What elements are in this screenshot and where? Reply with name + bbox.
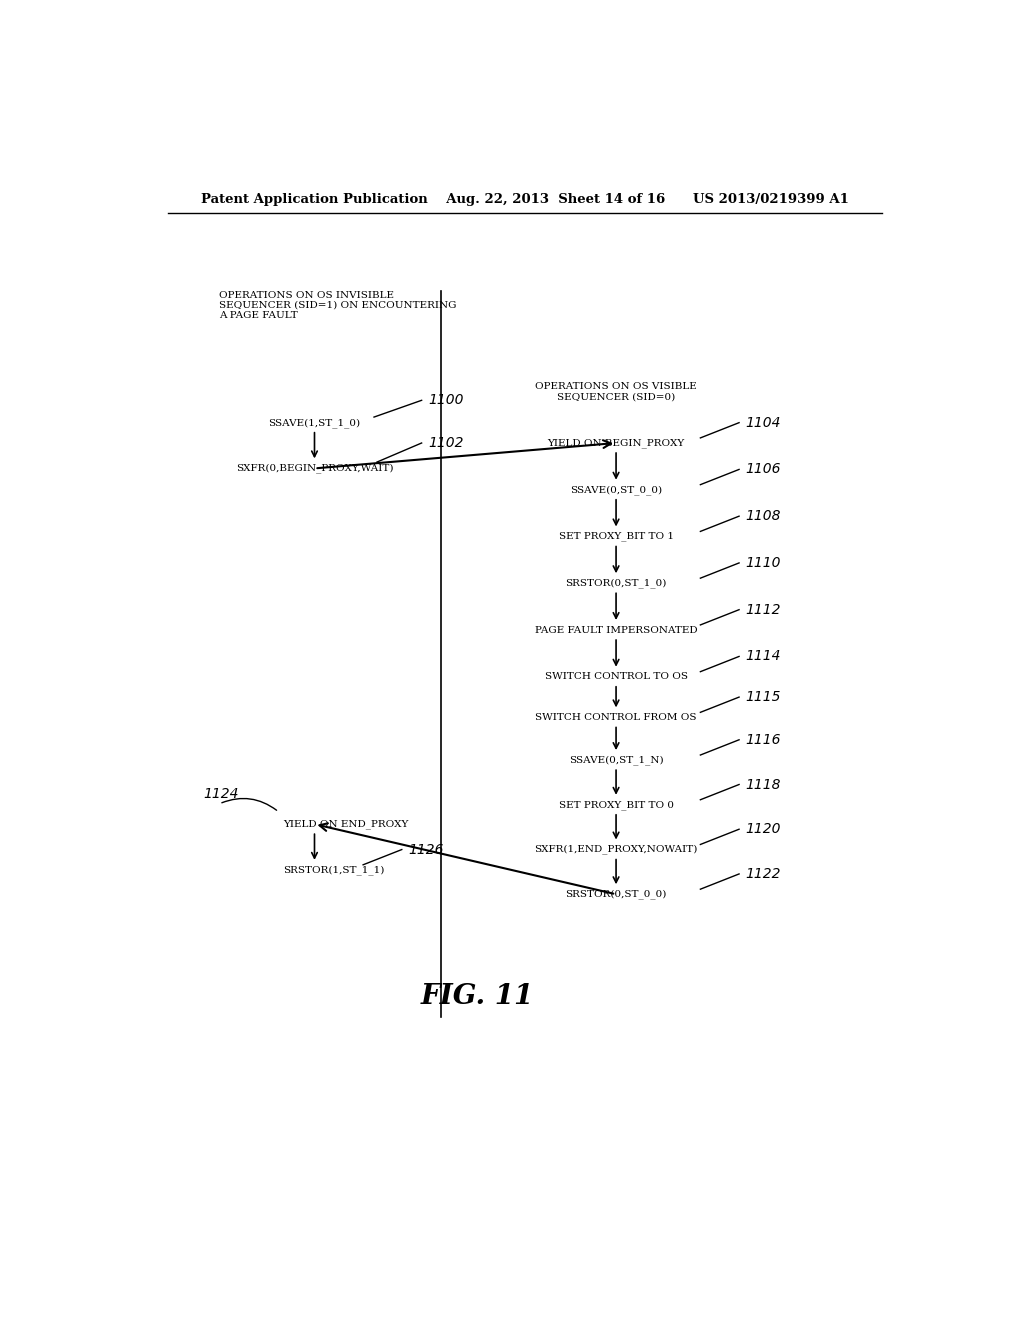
Text: Patent Application Publication    Aug. 22, 2013  Sheet 14 of 16      US 2013/021: Patent Application Publication Aug. 22, … <box>201 193 849 206</box>
Text: OPERATIONS ON OS INVISIBLE
SEQUENCER (SID=1) ON ENCOUNTERING
A PAGE FAULT: OPERATIONS ON OS INVISIBLE SEQUENCER (SI… <box>219 290 457 321</box>
Text: YIELD ON END_PROXY: YIELD ON END_PROXY <box>283 820 409 829</box>
Text: 1124: 1124 <box>204 787 239 801</box>
Text: SSAVE(1,ST_1_0): SSAVE(1,ST_1_0) <box>268 417 360 428</box>
Text: SWITCH CONTROL FROM OS: SWITCH CONTROL FROM OS <box>536 713 696 722</box>
Text: 1114: 1114 <box>745 649 781 664</box>
Text: SXFR(1,END_PROXY,NOWAIT): SXFR(1,END_PROXY,NOWAIT) <box>535 845 697 854</box>
Text: SXFR(0,BEGIN_PROXY,WAIT): SXFR(0,BEGIN_PROXY,WAIT) <box>236 463 393 474</box>
Text: SRSTOR(0,ST_0_0): SRSTOR(0,ST_0_0) <box>565 890 667 899</box>
Text: 1108: 1108 <box>745 510 781 523</box>
Text: SET PROXY_BIT TO 0: SET PROXY_BIT TO 0 <box>558 800 674 809</box>
Text: 1115: 1115 <box>745 690 781 704</box>
Text: SWITCH CONTROL TO OS: SWITCH CONTROL TO OS <box>545 672 687 681</box>
Text: 1126: 1126 <box>409 842 443 857</box>
Text: 1120: 1120 <box>745 822 781 837</box>
Text: SSAVE(0,ST_0_0): SSAVE(0,ST_0_0) <box>570 484 663 495</box>
Text: YIELD ON BEGIN_PROXY: YIELD ON BEGIN_PROXY <box>548 438 685 447</box>
Text: SET PROXY_BIT TO 1: SET PROXY_BIT TO 1 <box>558 532 674 541</box>
Text: 1122: 1122 <box>745 867 781 880</box>
Text: 1100: 1100 <box>428 393 464 408</box>
Text: SRSTOR(1,ST_1_1): SRSTOR(1,ST_1_1) <box>283 865 384 875</box>
Text: 1112: 1112 <box>745 603 781 616</box>
Text: FIG. 11: FIG. 11 <box>421 983 534 1010</box>
Text: PAGE FAULT IMPERSONATED: PAGE FAULT IMPERSONATED <box>535 626 697 635</box>
Text: SRSTOR(0,ST_1_0): SRSTOR(0,ST_1_0) <box>565 578 667 589</box>
Text: 1106: 1106 <box>745 462 781 477</box>
Text: SSAVE(0,ST_1_N): SSAVE(0,ST_1_N) <box>568 755 664 766</box>
Text: 1104: 1104 <box>745 416 781 430</box>
Text: 1102: 1102 <box>428 436 464 450</box>
Text: 1116: 1116 <box>745 733 781 747</box>
Text: OPERATIONS ON OS VISIBLE
SEQUENCER (SID=0): OPERATIONS ON OS VISIBLE SEQUENCER (SID=… <box>536 381 697 401</box>
Text: 1118: 1118 <box>745 777 781 792</box>
Text: 1110: 1110 <box>745 556 781 570</box>
